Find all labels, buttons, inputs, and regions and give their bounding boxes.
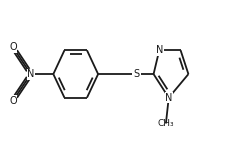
Text: S: S — [133, 69, 139, 79]
Text: O: O — [9, 96, 17, 106]
Text: O: O — [9, 42, 17, 52]
Text: CH₃: CH₃ — [158, 119, 174, 128]
Text: N: N — [155, 45, 163, 55]
Text: N: N — [27, 69, 35, 79]
Text: N: N — [165, 93, 173, 103]
